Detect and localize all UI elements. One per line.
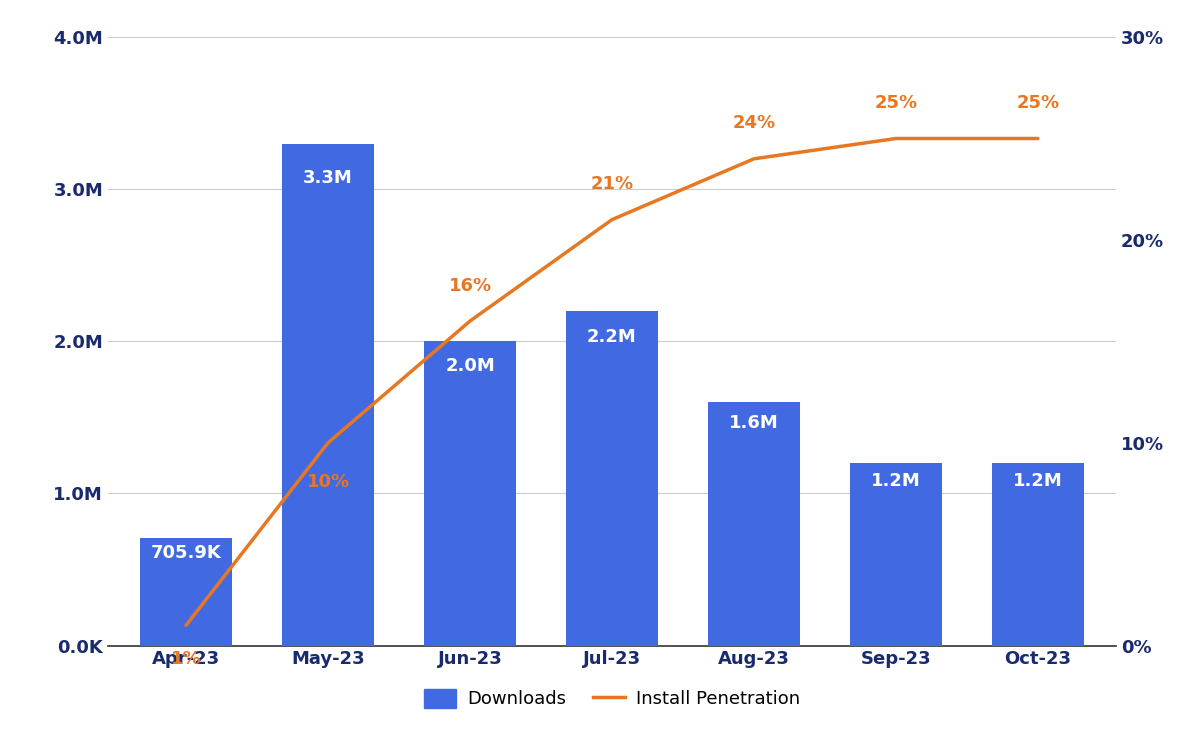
Bar [708, 402, 800, 646]
Bar [566, 311, 658, 646]
Text: 1.2M: 1.2M [1013, 472, 1063, 490]
Bar [424, 341, 516, 646]
Bar [991, 463, 1084, 646]
Bar [850, 463, 942, 646]
Text: 21%: 21% [590, 175, 634, 193]
Bar [282, 144, 374, 646]
Text: 2.0M: 2.0M [445, 357, 494, 375]
Text: 3.3M: 3.3M [304, 168, 353, 187]
Legend: Downloads, Install Penetration: Downloads, Install Penetration [416, 682, 808, 715]
Text: 16%: 16% [449, 277, 492, 295]
Text: 1%: 1% [170, 649, 202, 668]
Text: 1.2M: 1.2M [871, 472, 920, 490]
Text: 24%: 24% [732, 114, 775, 132]
Bar [140, 538, 233, 646]
Text: 2.2M: 2.2M [587, 328, 637, 346]
Text: 10%: 10% [306, 473, 349, 491]
Text: 1.6M: 1.6M [730, 414, 779, 433]
Text: 705.9K: 705.9K [151, 544, 222, 562]
Text: 25%: 25% [875, 94, 918, 112]
Text: 25%: 25% [1016, 94, 1060, 112]
